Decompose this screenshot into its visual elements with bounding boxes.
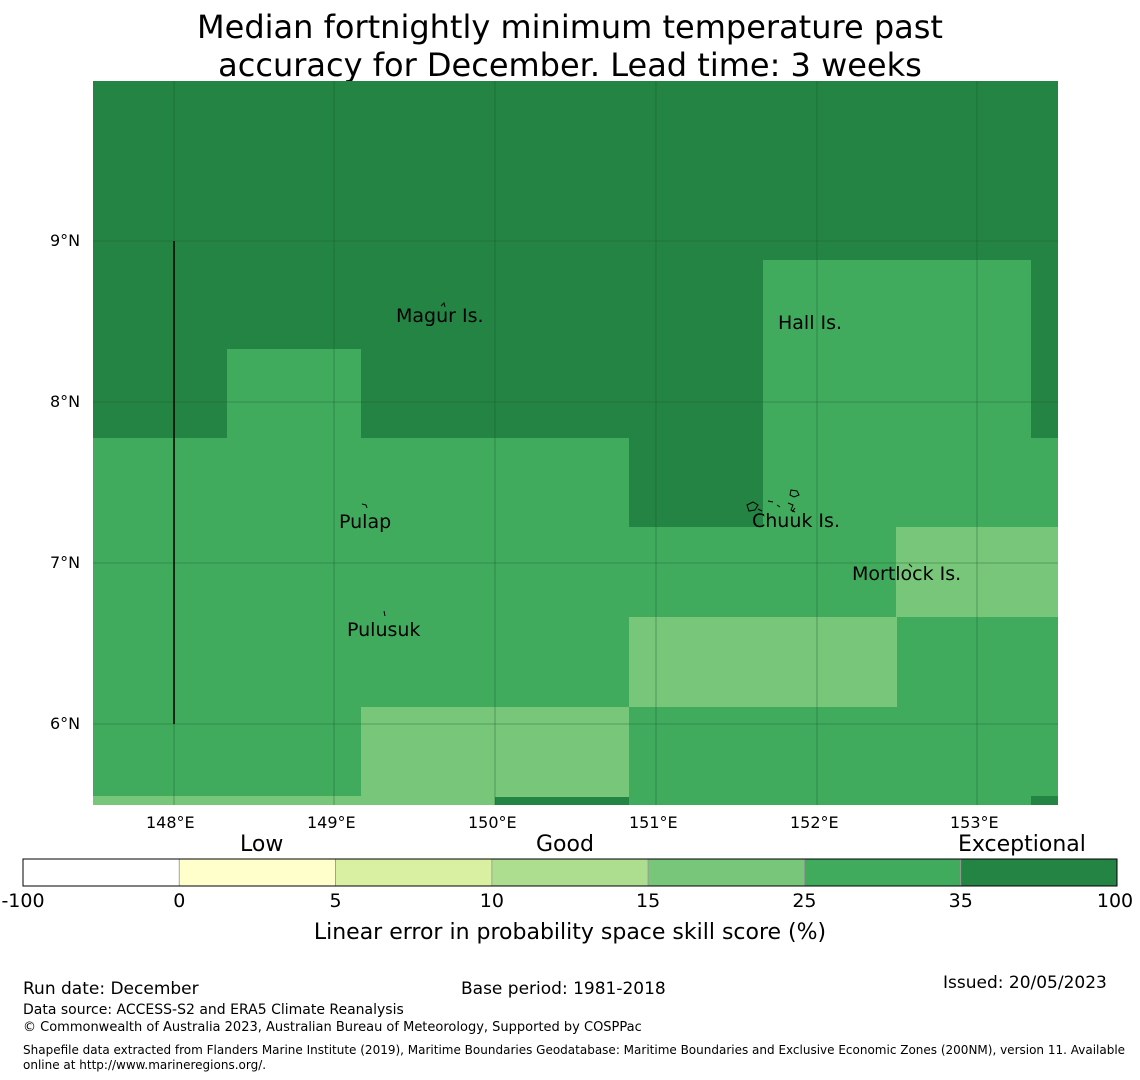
lat-label: 9°N [50,231,81,250]
colorbar-swatch [178,858,336,887]
colorbar-tick-label: 100 [1096,890,1134,912]
colorbar-swatch [960,858,1118,887]
lon-label: 150°E [468,813,517,832]
chuuk-lagoon-shape [746,489,800,513]
lon-label: 151°E [629,813,678,832]
map-title-line-1: Median fortnightly minimum temperature p… [197,8,943,46]
pulap-island-shape [361,503,368,509]
colorbar-tick-label: -100 [1,890,45,912]
cell-25-35 [227,349,361,439]
run-date: Run date: December [23,979,199,999]
legend-category: Low [240,832,284,857]
lon-label: 149°E [307,813,356,832]
colorbar-tick-label: 35 [948,890,973,912]
colorbar-swatch [491,858,649,887]
colorbar-swatch [647,858,805,887]
magur-island-shape [440,302,446,308]
place-label: Mortlock Is. [852,563,962,585]
place-label: Chuuk Is. [752,510,840,532]
lat-label: 8°N [50,392,81,411]
skill-cells [93,260,1058,805]
data-source: Data source: ACCESS-S2 and ERA5 Climate … [23,1002,404,1018]
place-label: Hall Is. [778,312,843,334]
island-outlines [361,302,913,617]
colorbar-swatch [22,858,180,887]
shapefile-credit-line-1: Shapefile data extracted from Flanders M… [23,1043,1126,1057]
colorbar-tick-label: 0 [173,890,186,912]
lat-label: 6°N [50,714,81,733]
colorbar-swatch [335,858,493,887]
colorbar-tick-label: 5 [329,890,342,912]
lat-label: 7°N [50,553,81,572]
base-period: Base period: 1981-2018 [461,979,666,999]
place-label: Pulap [339,511,392,533]
cell-25-35 [763,260,1031,439]
cell-35-100 [1031,796,1058,805]
issued-date: Issued: 20/05/2023 [943,973,1107,993]
place-label: Pulusuk [347,619,421,641]
colorbar-tick-label: 10 [479,890,504,912]
shapefile-credit-line-2: online at http://www.marineregions.org/. [23,1058,267,1072]
legend-category: Exceptional [958,832,1086,857]
cell-15-25 [629,617,897,707]
cell-25-35 [763,438,1058,528]
mortlock-island-shape [908,563,913,568]
lon-label: 152°E [790,813,839,832]
cell-15-25 [93,796,495,805]
colorbar-tick-label: 15 [636,890,661,912]
legend-category: Good [536,832,594,857]
gridlines [93,81,1058,805]
map-title-line-2: accuracy for December. Lead time: 3 week… [218,46,922,84]
colorbar-swatch [804,858,962,887]
colorbar-label: Linear error in probability space skill … [313,920,827,945]
copyright: © Commonwealth of Australia 2023, Austra… [23,1020,642,1035]
colorbar-tick-label: 25 [792,890,817,912]
pulusuk-island-shape [383,610,386,617]
lon-label: 148°E [146,813,195,832]
place-label: Magur Is. [396,305,484,327]
lon-label: 153°E [950,813,999,832]
colorbar [22,858,1118,887]
colorbar-frame [22,858,1118,887]
